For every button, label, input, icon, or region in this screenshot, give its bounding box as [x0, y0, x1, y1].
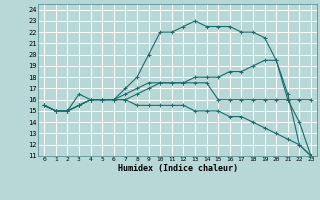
- X-axis label: Humidex (Indice chaleur): Humidex (Indice chaleur): [118, 164, 238, 173]
